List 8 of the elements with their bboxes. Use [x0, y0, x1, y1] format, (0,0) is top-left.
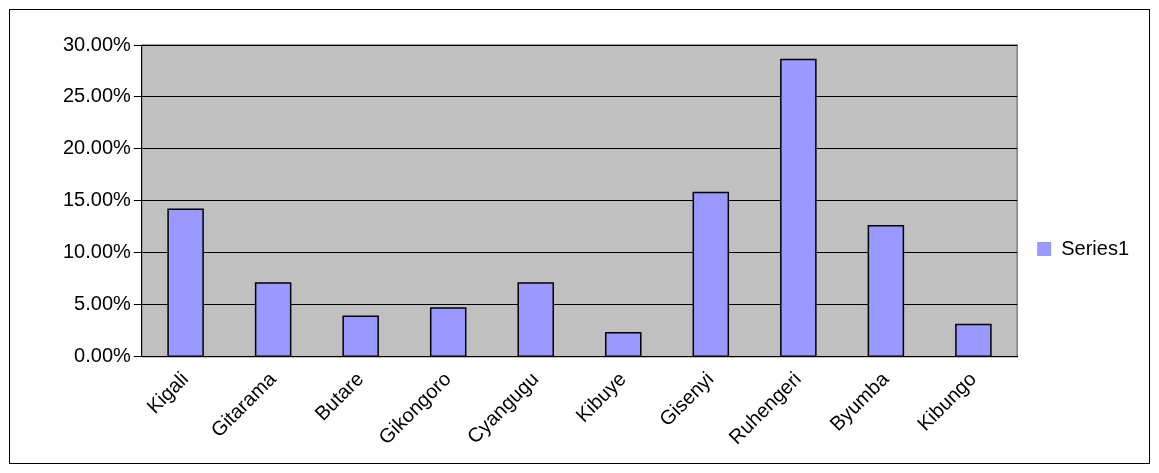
- y-tick-label: 10.00%: [62, 240, 132, 263]
- legend-label: Series1: [1061, 236, 1129, 259]
- y-tick-label: 25.00%: [62, 84, 132, 107]
- y-tick-label: 20.00%: [62, 136, 132, 159]
- y-tick-label: 15.00%: [62, 188, 132, 211]
- y-tick-label: 0.00%: [74, 344, 132, 367]
- y-tick-label: 5.00%: [74, 292, 132, 315]
- y-tick-label: 30.00%: [62, 32, 132, 55]
